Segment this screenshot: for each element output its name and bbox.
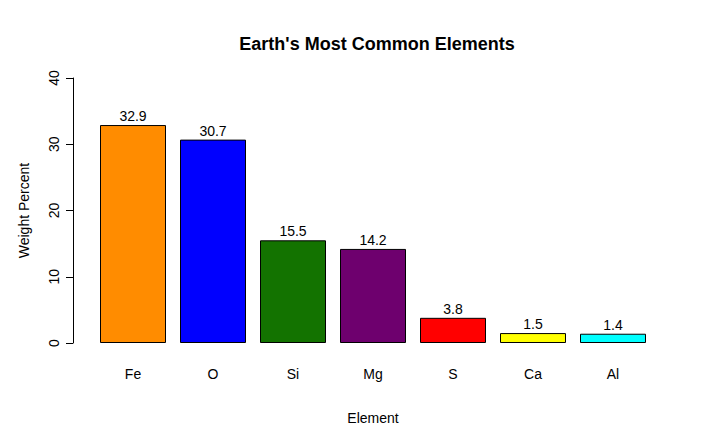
svg-text:1.4: 1.4 [603,317,623,333]
svg-text:Mg: Mg [363,366,382,382]
svg-text:40: 40 [46,70,62,86]
svg-text:Element: Element [347,410,398,426]
svg-text:Si: Si [287,366,299,382]
svg-text:Ca: Ca [524,366,542,382]
svg-text:10: 10 [46,269,62,285]
svg-text:30.7: 30.7 [199,123,226,139]
svg-text:S: S [448,366,457,382]
svg-text:15.5: 15.5 [279,223,306,239]
svg-text:30: 30 [46,136,62,152]
svg-text:O: O [208,366,219,382]
svg-text:1.5: 1.5 [523,316,543,332]
svg-text:3.8: 3.8 [443,301,463,317]
svg-text:14.2: 14.2 [359,232,386,248]
svg-text:32.9: 32.9 [119,108,146,124]
svg-text:Al: Al [607,366,619,382]
svg-text:Earth's Most Common Elements: Earth's Most Common Elements [239,34,514,54]
svg-text:Fe: Fe [125,366,142,382]
svg-text:0: 0 [46,339,62,347]
svg-text:20: 20 [46,203,62,219]
svg-text:Weight Percent: Weight Percent [16,163,32,259]
